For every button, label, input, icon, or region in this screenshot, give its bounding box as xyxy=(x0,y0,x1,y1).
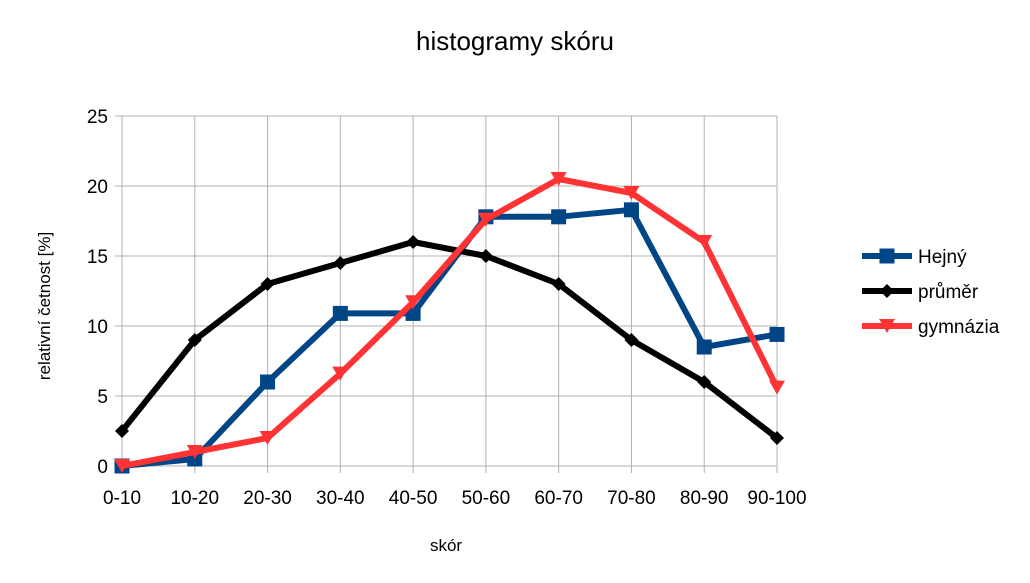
x-tick-label: 40-50 xyxy=(389,488,438,509)
data-point xyxy=(259,431,276,445)
data-point xyxy=(332,305,348,321)
x-axis-label: skór xyxy=(430,536,462,555)
chart-title: histogramy skóru xyxy=(416,26,614,56)
legend-item: gymnázia xyxy=(862,317,1000,338)
legend-marker xyxy=(880,284,894,298)
y-tick-label: 20 xyxy=(87,177,108,198)
data-point xyxy=(114,459,130,473)
legend-marker xyxy=(879,248,895,264)
x-tick-label: 60-70 xyxy=(534,488,583,509)
series-line xyxy=(119,239,780,441)
x-tick-label: 50-60 xyxy=(462,488,511,509)
legend-label: gymnázia xyxy=(918,317,1000,338)
series-prumer xyxy=(115,235,784,445)
x-tick-label: 70-80 xyxy=(607,488,656,509)
data-point xyxy=(696,339,712,355)
data-point xyxy=(405,295,422,310)
data-point xyxy=(186,445,203,459)
gridlines xyxy=(121,115,778,466)
data-point xyxy=(260,277,275,291)
data-point xyxy=(697,375,712,389)
legend-item: průměr xyxy=(862,282,979,303)
series-hejny xyxy=(114,202,785,474)
legend-item: Hejný xyxy=(862,247,967,268)
data-point xyxy=(406,235,421,249)
x-tick-label: 20-30 xyxy=(243,488,292,509)
y-tick-label: 25 xyxy=(87,107,108,128)
y-tick-label: 10 xyxy=(87,317,108,338)
y-tick-label: 15 xyxy=(87,247,108,268)
legend-label: Hejný xyxy=(918,247,967,268)
x-tick-label: 10-20 xyxy=(170,488,219,509)
legend-label: průměr xyxy=(918,282,979,303)
data-point xyxy=(332,366,349,381)
data-point xyxy=(551,277,566,291)
y-axis-label: relativní četnost [%] xyxy=(35,232,54,380)
data-point xyxy=(769,326,785,342)
data-point xyxy=(623,202,639,218)
x-tick-label: 30-40 xyxy=(316,488,365,509)
data-point xyxy=(478,249,493,263)
data-point xyxy=(696,235,713,249)
legend: Hejný průměr gymnázia xyxy=(862,247,1000,338)
y-tick-label: 0 xyxy=(97,457,108,478)
y-tick-label: 5 xyxy=(97,387,108,408)
x-tick-label: 0-10 xyxy=(103,488,141,509)
x-axis-ticks: 0-10 10-20 20-30 30-40 40-50 50-60 60-70 70-80 8… xyxy=(103,488,807,509)
x-tick-label: 90-100 xyxy=(747,488,806,509)
series-line xyxy=(119,176,780,469)
data-point xyxy=(115,424,129,438)
data-point xyxy=(624,333,639,347)
data-point xyxy=(770,431,784,445)
series-group xyxy=(114,172,785,474)
data-point xyxy=(477,212,494,227)
data-point xyxy=(187,333,202,347)
data-point xyxy=(260,374,276,390)
data-point xyxy=(333,256,348,270)
y-axis-ticks: 0 5 10 15 20 25 xyxy=(87,107,108,478)
data-point xyxy=(550,172,567,186)
x-tick-label: 80-90 xyxy=(680,488,729,509)
series-gymnazia xyxy=(114,172,785,473)
data-point xyxy=(551,209,567,225)
legend-marker xyxy=(879,319,895,333)
data-point xyxy=(769,380,785,395)
data-point xyxy=(623,186,640,200)
